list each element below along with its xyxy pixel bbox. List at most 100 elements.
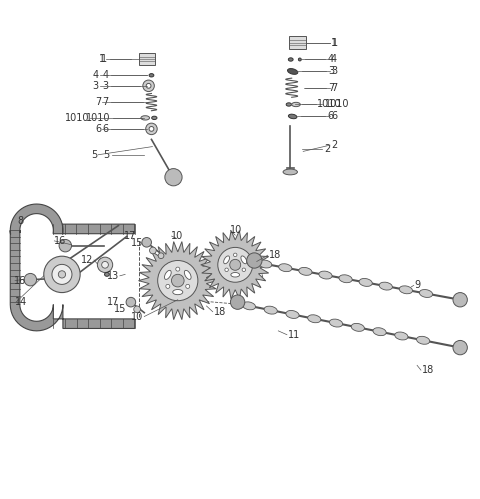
Circle shape <box>58 271 66 278</box>
Ellipse shape <box>173 289 183 295</box>
Circle shape <box>158 253 164 258</box>
Ellipse shape <box>417 336 430 344</box>
Ellipse shape <box>288 68 298 74</box>
Ellipse shape <box>395 332 408 340</box>
Ellipse shape <box>292 102 300 107</box>
Text: 11: 11 <box>288 330 300 340</box>
Text: 16: 16 <box>14 275 26 285</box>
Circle shape <box>59 240 72 252</box>
Circle shape <box>24 273 36 286</box>
Text: 1010: 1010 <box>324 99 349 109</box>
Ellipse shape <box>351 323 364 331</box>
Circle shape <box>233 253 237 256</box>
Ellipse shape <box>373 328 386 336</box>
Ellipse shape <box>105 272 109 276</box>
Text: 17: 17 <box>124 231 136 241</box>
Text: 18: 18 <box>269 250 281 260</box>
FancyBboxPatch shape <box>139 53 155 65</box>
Ellipse shape <box>379 282 393 290</box>
Text: 13: 13 <box>107 271 119 281</box>
Ellipse shape <box>149 74 154 77</box>
Circle shape <box>97 257 113 272</box>
Text: 10: 10 <box>170 231 183 241</box>
Text: 18: 18 <box>214 307 226 317</box>
Circle shape <box>44 256 80 292</box>
Text: 9: 9 <box>415 280 421 290</box>
Ellipse shape <box>141 116 150 120</box>
FancyBboxPatch shape <box>289 36 306 49</box>
Circle shape <box>52 264 72 284</box>
Circle shape <box>230 259 240 270</box>
Text: 1010: 1010 <box>317 99 341 109</box>
Text: 1: 1 <box>101 54 108 64</box>
Text: 5: 5 <box>91 150 97 160</box>
Circle shape <box>453 292 468 307</box>
Ellipse shape <box>288 58 293 61</box>
Circle shape <box>186 284 190 288</box>
Circle shape <box>150 247 156 254</box>
Text: 3: 3 <box>102 81 108 91</box>
Circle shape <box>134 306 141 313</box>
Text: 7: 7 <box>102 97 108 107</box>
Text: 18: 18 <box>422 365 434 375</box>
Circle shape <box>242 268 246 271</box>
Text: 10: 10 <box>131 311 144 321</box>
Text: 12: 12 <box>81 255 93 265</box>
Ellipse shape <box>339 275 352 283</box>
Text: 7: 7 <box>95 97 101 107</box>
Circle shape <box>146 123 157 135</box>
Polygon shape <box>10 204 135 331</box>
Ellipse shape <box>231 272 240 277</box>
Ellipse shape <box>299 267 312 275</box>
Text: 7: 7 <box>331 83 337 93</box>
Text: 15: 15 <box>131 238 144 248</box>
Circle shape <box>171 274 184 287</box>
Circle shape <box>247 253 262 268</box>
Ellipse shape <box>264 306 277 314</box>
Text: 2: 2 <box>331 140 337 150</box>
Ellipse shape <box>299 58 301 61</box>
Ellipse shape <box>399 286 412 294</box>
Text: 8: 8 <box>17 216 24 226</box>
Text: 1010: 1010 <box>86 113 111 123</box>
Polygon shape <box>139 242 217 320</box>
Text: 15: 15 <box>114 304 126 314</box>
Ellipse shape <box>165 270 171 279</box>
Text: 4: 4 <box>93 70 99 80</box>
Text: 1: 1 <box>332 38 338 48</box>
Circle shape <box>225 268 228 271</box>
Text: 16: 16 <box>54 236 67 246</box>
Ellipse shape <box>286 103 291 106</box>
Circle shape <box>149 127 154 131</box>
Text: 1010: 1010 <box>65 113 89 123</box>
Circle shape <box>166 284 170 288</box>
Text: 6: 6 <box>102 124 108 134</box>
Ellipse shape <box>329 319 343 327</box>
Text: 4: 4 <box>327 54 333 64</box>
Ellipse shape <box>279 264 292 271</box>
Circle shape <box>142 238 152 247</box>
Text: 4: 4 <box>331 54 337 64</box>
Text: 1: 1 <box>99 54 105 64</box>
Circle shape <box>230 295 245 309</box>
Circle shape <box>157 260 198 301</box>
Ellipse shape <box>241 256 247 264</box>
Text: 5: 5 <box>103 150 109 160</box>
Ellipse shape <box>184 270 191 279</box>
Ellipse shape <box>242 302 255 310</box>
Ellipse shape <box>359 278 372 286</box>
Ellipse shape <box>319 271 332 279</box>
Circle shape <box>218 248 252 282</box>
Circle shape <box>143 80 155 91</box>
Ellipse shape <box>152 116 157 120</box>
Polygon shape <box>201 231 270 299</box>
Text: 4: 4 <box>102 70 108 80</box>
Ellipse shape <box>224 256 229 264</box>
Text: 7: 7 <box>328 83 334 93</box>
Ellipse shape <box>286 310 299 318</box>
Ellipse shape <box>283 169 298 175</box>
Circle shape <box>126 297 136 307</box>
Circle shape <box>165 169 182 186</box>
Circle shape <box>453 340 468 355</box>
Circle shape <box>102 261 108 268</box>
